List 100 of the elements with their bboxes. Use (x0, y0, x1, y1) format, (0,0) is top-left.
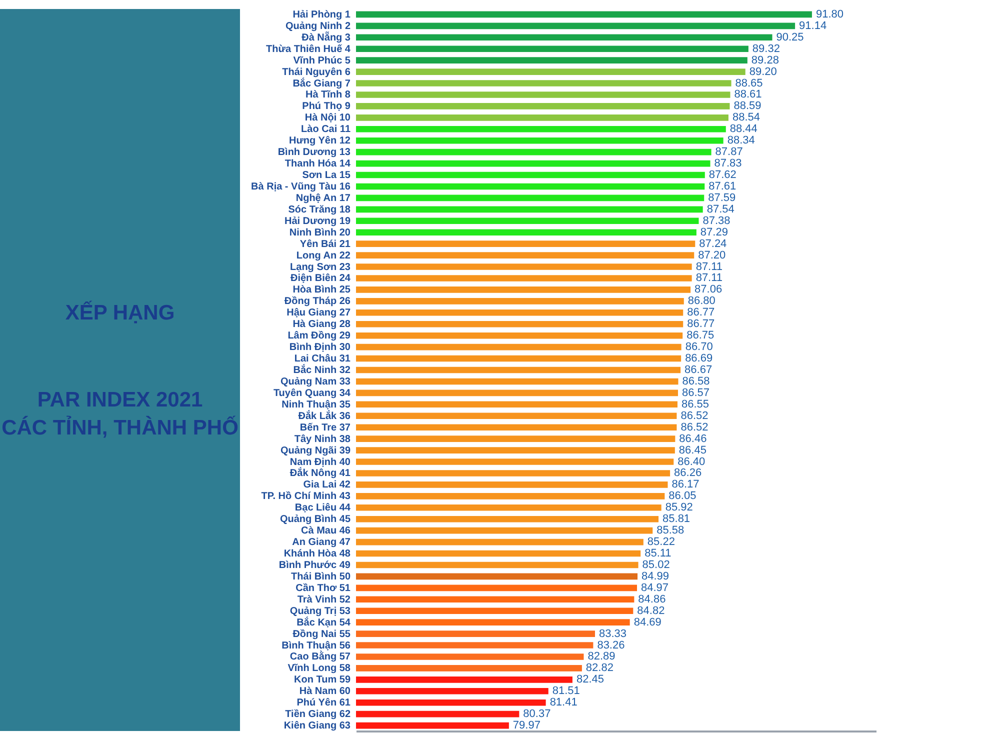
y-tick-label: Nam Định 40 (290, 456, 351, 468)
data-label: 86.52 (680, 421, 708, 434)
y-tick-label: Điện Biên 24 (290, 273, 351, 284)
y-tick-label: Quảng Ninh 2 (286, 20, 351, 32)
y-tick-label: Quảng Nam 33 (280, 376, 351, 388)
y-tick-label: Quảng Bình 45 (280, 514, 351, 526)
data-label: 86.69 (685, 352, 713, 365)
y-tick-label: Ninh Thuận 35 (282, 399, 351, 410)
y-tick-label: An Giang 47 (292, 537, 351, 548)
y-tick-label: Đồng Tháp 26 (284, 296, 351, 308)
data-label: 86.55 (681, 398, 710, 410)
y-tick-label: Bình Phước 49 (278, 560, 351, 571)
y-tick-label: Đắk Nông 41 (290, 467, 351, 480)
y-tick-label: Quảng Trị 53 (290, 606, 351, 617)
y-tick-label: Bà Rịa - Vũng Tàu 16 (251, 181, 351, 192)
data-label: 88.65 (735, 77, 763, 90)
y-tick-label: Thái Nguyên 6 (282, 66, 351, 78)
y-tick-label: Bắc Giang 7 (292, 77, 351, 90)
data-label: 84.99 (642, 570, 670, 582)
data-label: 86.26 (674, 467, 702, 480)
y-tick-label: Cao Bằng 57 (290, 650, 351, 663)
y-tick-label: Tây Ninh 38 (294, 434, 351, 445)
data-label: 91.80 (816, 8, 844, 20)
data-label: 89.28 (751, 54, 779, 66)
data-label: 87.59 (708, 192, 736, 204)
y-tick-label: Bình Thuận 56 (282, 640, 351, 652)
y-tick-label: Tiền Giang 62 (285, 709, 351, 720)
y-tick-label: TP. Hồ Chí Minh 43 (261, 491, 351, 502)
data-label: 88.61 (734, 88, 762, 101)
y-tick-label: Cà Mau 46 (301, 526, 351, 537)
y-tick-label: Hải Phòng 1 (292, 9, 351, 20)
y-tick-label: Bạc Liêu 44 (294, 502, 351, 514)
y-tick-label: Hòa Bình 25 (292, 284, 351, 296)
data-label: 88.34 (727, 134, 755, 147)
data-label: 87.20 (698, 249, 726, 262)
data-label: 86.58 (682, 375, 710, 388)
data-label: 86.80 (688, 295, 716, 308)
data-label: 87.29 (700, 226, 728, 238)
y-tick-label: Kon Tum 59 (294, 674, 351, 686)
y-tick-label: Phú Thọ 9 (302, 101, 351, 112)
data-label: 86.77 (687, 318, 715, 330)
text: XẾP HẠNG (65, 300, 175, 324)
data-label: 88.44 (730, 123, 758, 136)
data-label: 81.51 (552, 685, 580, 698)
data-label: 81.41 (550, 696, 578, 709)
y-tick-label: Nghệ An 17 (296, 192, 351, 204)
data-label: 86.46 (679, 432, 707, 445)
data-label: 86.40 (678, 456, 706, 468)
data-label: 89.32 (752, 42, 780, 55)
y-tick-label: Ninh Bình 20 (289, 227, 351, 238)
data-label: 79.97 (512, 720, 540, 732)
y-tick-label: Lào Cai 11 (301, 124, 351, 136)
data-label: 87.24 (699, 238, 727, 250)
data-label: 86.57 (682, 386, 710, 399)
data-label: 85.92 (665, 502, 693, 514)
y-tick-label: Đồng Nai 55 (292, 628, 351, 640)
y-tick-label: Đà Nẵng 3 (302, 31, 351, 44)
data-label: 87.54 (706, 203, 734, 216)
y-tick-label: Bến Tre 37 (300, 422, 351, 434)
y-tick-label: Trà Vinh 52 (297, 594, 351, 606)
data-label: 90.25 (776, 31, 804, 44)
y-tick-label: Bình Dương 13 (278, 147, 351, 158)
data-label: 86.52 (680, 410, 708, 422)
y-tick-label: Thừa Thiên Huế 4 (266, 44, 351, 55)
text: PAR INDEX 2021 CÁC TỈNH, THÀNH PHỐ (2, 388, 238, 440)
data-label: 82.45 (576, 674, 604, 686)
data-label: 85.22 (647, 536, 675, 548)
y-tick-label: Hà Nam 60 (299, 686, 351, 698)
y-tick-label: Hải Dương 19 (284, 216, 351, 227)
data-label: 87.62 (708, 169, 736, 182)
y-tick-label: Lạng Sơn 23 (290, 262, 351, 273)
y-tick-label: Sóc Trăng 18 (288, 204, 351, 216)
y-tick-label: Lâm Đồng 29 (288, 330, 351, 342)
data-label: 87.11 (696, 272, 723, 284)
data-label: 88.54 (732, 112, 760, 124)
data-label: 82.89 (588, 650, 616, 663)
data-label: 83.33 (598, 628, 627, 640)
data-label: 82.82 (586, 662, 614, 674)
y-tick-label: Thái Bình 50 (291, 571, 351, 582)
data-label: 89.20 (749, 66, 777, 78)
data-label: 85.02 (642, 558, 670, 571)
y-tick-label: Gia Lai 42 (303, 480, 351, 491)
y-tick-label: Khánh Hòa 48 (284, 548, 351, 560)
y-tick-label: Bình Định 30 (289, 342, 351, 354)
data-label: 85.58 (656, 524, 684, 537)
data-label: 87.11 (696, 260, 723, 273)
y-tick-label: Bắc Ninh 32 (293, 364, 351, 376)
y-tick-label: Hà Giang 28 (292, 319, 351, 330)
y-tick-label: Hà Nội 10 (304, 112, 351, 124)
y-tick-label: Yên Bái 21 (300, 238, 351, 250)
data-label: 91.14 (799, 20, 827, 32)
data-label: 85.81 (662, 513, 690, 526)
data-label: 84.97 (641, 582, 669, 594)
y-tick-label: Bắc Kạn 54 (296, 616, 351, 628)
data-label: 84.82 (637, 604, 665, 617)
y-tick-label: Phú Yên 61 (296, 698, 351, 709)
y-tick-label: Hưng Yên 12 (288, 136, 351, 147)
y-tick-label: Kiên Giang 63 (284, 720, 351, 732)
y-tick-label: Đắk Lắk 36 (298, 410, 351, 422)
data-label: 80.37 (523, 708, 551, 720)
